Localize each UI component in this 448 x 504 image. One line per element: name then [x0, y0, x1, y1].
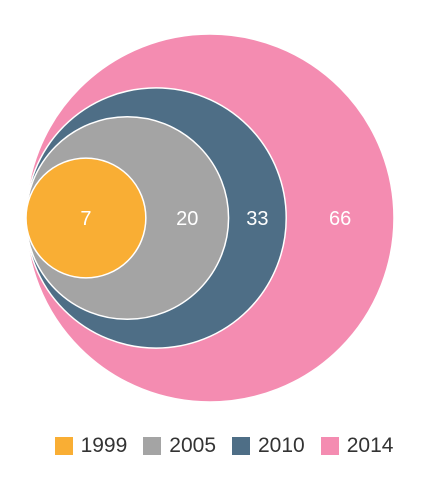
legend-item-2014: 2014 [320, 434, 394, 458]
bubble-1999 [25, 157, 147, 279]
legend-swatch-2010 [232, 437, 250, 455]
legend-swatch-1999 [54, 437, 73, 455]
value-label-2005: 20 [176, 208, 198, 230]
legend-label-2014: 2014 [346, 434, 394, 457]
legend-label-2010: 2010 [258, 434, 305, 457]
legend-swatch-2014 [320, 437, 339, 455]
value-label-2010: 33 [246, 208, 268, 230]
legend: 1999 2005 2010 2014 [0, 434, 448, 458]
value-label-1999: 7 [80, 208, 91, 230]
legend-item-2010: 2010 [232, 434, 305, 458]
legend-swatch-2005 [143, 437, 162, 455]
nested-bubble-chart: 66 33 20 7 [25, 33, 395, 403]
legend-label-1999: 1999 [80, 434, 128, 457]
value-label-2014: 66 [329, 208, 351, 230]
legend-item-1999: 1999 [54, 434, 128, 458]
legend-label-2005: 2005 [169, 434, 216, 457]
legend-item-2005: 2005 [143, 434, 216, 458]
